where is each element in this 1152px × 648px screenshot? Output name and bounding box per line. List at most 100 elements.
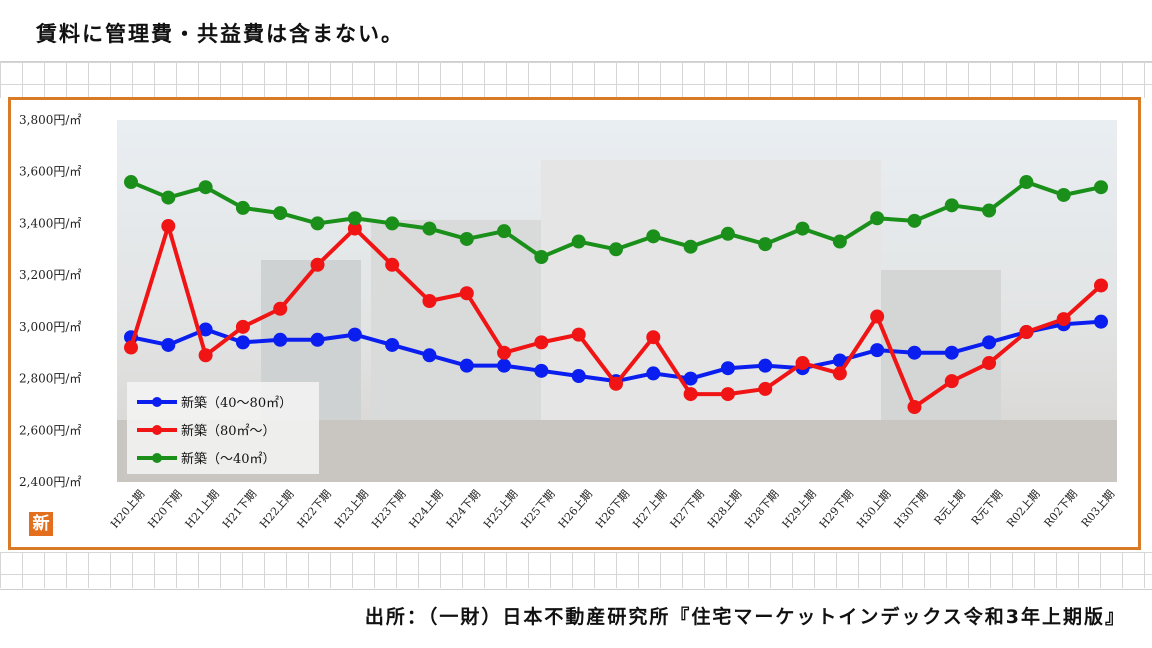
x-axis: H20上期H20下期H21上期H21下期H22上期H22下期H23上期H23下期… [108, 488, 1117, 531]
new-badge: 新 [29, 512, 53, 536]
data-point [459, 358, 474, 373]
data-point [646, 330, 661, 345]
data-point [1094, 314, 1108, 329]
x-tick-label: H28上期 [705, 488, 744, 531]
data-point [720, 226, 735, 241]
data-point [534, 363, 549, 378]
data-point [347, 221, 362, 236]
data-point [758, 358, 773, 373]
data-point [459, 231, 474, 246]
data-point [907, 400, 922, 415]
data-point [1019, 325, 1034, 340]
x-tick-label: H25上期 [481, 488, 520, 531]
x-tick-label: H24上期 [406, 488, 445, 531]
data-point [161, 190, 176, 205]
x-tick-label: H26上期 [556, 488, 595, 531]
data-point [497, 358, 512, 373]
data-point [982, 203, 997, 218]
x-tick-label: H30下期 [891, 488, 930, 531]
series-2 [124, 175, 1108, 265]
x-tick-label: H22下期 [295, 488, 334, 531]
line-chart: 3,800円/㎡ 3,600円/㎡ 3,400円/㎡ 3,200円/㎡ 3,000円/㎡… [19, 113, 1117, 531]
legend-label: 新築（～40㎡） [181, 451, 276, 467]
data-point [385, 216, 400, 231]
data-point [422, 221, 437, 236]
data-point [161, 337, 176, 352]
y-tick-label: 3,000円/㎡ [19, 320, 81, 334]
data-point [907, 345, 922, 360]
y-axis: 3,800円/㎡ 3,600円/㎡ 3,400円/㎡ 3,200円/㎡ 3,000円/㎡… [19, 113, 81, 489]
data-point [646, 366, 661, 381]
data-point [609, 376, 623, 391]
data-point [1019, 175, 1034, 190]
data-point [459, 286, 474, 301]
data-point [161, 219, 176, 234]
data-point [944, 198, 959, 213]
data-point [683, 239, 698, 254]
chart-frame: 3,800円/㎡ 3,600円/㎡ 3,400円/㎡ 3,200円/㎡ 3,000円/㎡… [8, 97, 1141, 550]
data-point [273, 206, 288, 221]
x-tick-label: H28下期 [742, 488, 781, 531]
x-tick-label: R03上期 [1079, 488, 1117, 530]
x-tick-label: H27下期 [668, 488, 707, 531]
data-point [235, 200, 250, 215]
data-point [310, 216, 325, 231]
legend-swatch-marker [152, 397, 162, 407]
x-tick-label: H26下期 [593, 488, 632, 531]
x-tick-label: R元上期 [932, 488, 969, 528]
x-tick-label: H21下期 [220, 488, 259, 531]
data-point [683, 371, 698, 386]
data-point [534, 250, 549, 265]
x-tick-label: R02上期 [1004, 488, 1042, 530]
data-point [198, 180, 213, 195]
data-point [795, 221, 810, 236]
x-tick-label: H23上期 [332, 488, 371, 531]
divider [0, 589, 1152, 590]
data-point [646, 229, 661, 244]
data-point [198, 348, 213, 363]
x-tick-label: H20下期 [145, 488, 184, 531]
data-point [1056, 187, 1071, 202]
y-tick-label: 2,600円/㎡ [19, 423, 81, 437]
grid-band-top [0, 62, 1152, 98]
data-point [832, 234, 847, 249]
y-tick-label: 2,800円/㎡ [19, 372, 81, 386]
y-tick-label: 2,400円/㎡ [19, 475, 81, 489]
data-point [534, 335, 549, 350]
data-point [1094, 278, 1108, 293]
data-point [944, 345, 959, 360]
data-point [273, 332, 288, 347]
x-tick-label: H29上期 [780, 488, 819, 531]
data-point [1056, 312, 1071, 327]
data-point [310, 332, 325, 347]
data-point [758, 381, 773, 396]
x-tick-label: H27上期 [630, 488, 669, 531]
grid-band-bottom [0, 552, 1152, 588]
data-point [422, 294, 437, 308]
data-point [758, 237, 773, 252]
data-point [235, 335, 250, 350]
legend-label: 新築（80㎡～） [181, 423, 276, 439]
data-point [907, 213, 922, 228]
data-point [497, 345, 512, 360]
y-tick-label: 3,600円/㎡ [19, 165, 81, 179]
legend-label: 新築（40～80㎡） [181, 395, 292, 411]
series-1 [124, 219, 1108, 415]
data-point [720, 361, 735, 376]
data-point [609, 242, 623, 257]
data-point [347, 327, 362, 342]
legend-swatch-marker [152, 453, 162, 463]
data-point [124, 175, 138, 190]
data-point [571, 327, 586, 342]
x-tick-label: H23下期 [369, 488, 408, 531]
series-layer [124, 175, 1108, 415]
x-tick-label: R元下期 [969, 488, 1006, 528]
data-point [870, 309, 885, 324]
data-point [982, 356, 997, 371]
data-point [571, 368, 586, 383]
building-shape [881, 270, 1001, 440]
legend-swatch-marker [152, 425, 162, 435]
data-point [124, 340, 138, 355]
source-note: 出所：（一財）日本不動産研究所『住宅マーケットインデックス令和3年上期版』 [364, 606, 1126, 628]
x-tick-label: H21上期 [183, 488, 222, 531]
